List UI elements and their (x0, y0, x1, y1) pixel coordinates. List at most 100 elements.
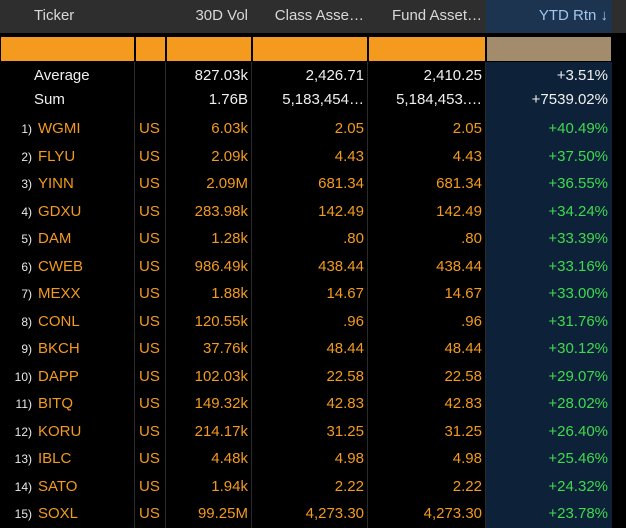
sum-cell: 5,184,453.… (396, 91, 482, 108)
country: US (139, 340, 160, 357)
country: US (139, 367, 160, 385)
value-cell: 283.98k (194, 202, 248, 220)
ytd-return: +33.00% (548, 285, 608, 302)
average-cell: Average (34, 67, 90, 84)
country: US (139, 230, 160, 247)
value-cell: .80 (343, 230, 364, 247)
country: US (139, 202, 160, 220)
ticker: DAM (38, 230, 72, 247)
value-cell: 99.25M (197, 505, 248, 522)
ytd-return: +31.76% (548, 312, 608, 330)
value-cell: 4,273.30 (423, 505, 482, 522)
country: US (139, 257, 160, 275)
average-cell: 2,426.71 (305, 67, 364, 84)
column-separator (134, 62, 135, 528)
country: US (139, 285, 160, 302)
ytd-return: +40.49% (548, 120, 608, 137)
value-cell: 4.43 (334, 147, 364, 165)
value-cell: 48.44 (444, 340, 482, 357)
value-cell: .80 (461, 230, 482, 247)
value-cell: 438.44 (318, 257, 364, 275)
value-cell: 4.98 (334, 450, 364, 467)
ytd-return: +26.40% (548, 422, 608, 440)
value-cell: 120.55k (194, 312, 248, 330)
country: US (139, 147, 160, 165)
ytd-return: +30.12% (548, 340, 608, 357)
sum-cell: Sum (34, 91, 65, 108)
ticker: FLYU (38, 147, 76, 165)
value-cell: 31.25 (326, 422, 364, 440)
country: US (139, 477, 160, 495)
average-cell: 827.03k (194, 67, 248, 84)
row-index: 5) (21, 232, 32, 246)
value-cell: 102.03k (194, 367, 248, 385)
value-cell: .96 (343, 312, 364, 330)
value-cell: 2.05 (452, 120, 482, 137)
ticker: GDXU (38, 202, 82, 220)
row-index: 9) (21, 342, 32, 356)
ticker: BITQ (38, 395, 74, 412)
row-index: 13) (14, 452, 32, 466)
country: US (139, 312, 160, 330)
value-cell: 1.94k (211, 477, 248, 495)
column-separator (165, 62, 166, 528)
column-header: 30D Vol (195, 7, 248, 24)
row-index: 15) (14, 507, 32, 521)
ticker: SOXL (38, 505, 79, 522)
ticker: CWEB (38, 257, 83, 275)
sorted-header-bg (486, 0, 612, 33)
row-index: 6) (21, 259, 32, 274)
ticker: IBLC (38, 450, 72, 467)
country: US (139, 175, 160, 192)
value-cell: 2.05 (334, 120, 364, 137)
value-cell: 438.44 (436, 257, 482, 275)
row-index: 14) (14, 479, 32, 494)
value-cell: 1.28k (211, 230, 248, 247)
value-cell: 42.83 (444, 395, 482, 412)
sum-cell: 1.76B (208, 91, 248, 108)
country: US (139, 450, 160, 467)
column-separator (367, 62, 368, 528)
value-cell: 1.88k (211, 285, 248, 302)
ticker: SATO (38, 477, 78, 495)
filter-cell (487, 37, 611, 61)
ticker: WGMI (38, 120, 81, 137)
ytd-return: +37.50% (548, 147, 608, 165)
ytd-return: +34.24% (548, 202, 608, 220)
value-cell: 142.49 (436, 202, 482, 220)
value-cell: 142.49 (318, 202, 364, 220)
row-index: 12) (14, 424, 32, 439)
ytd-return: +23.78% (548, 505, 608, 522)
column-header: YTD Rtn ↓ (538, 7, 608, 24)
country: US (139, 505, 160, 522)
country: US (139, 120, 160, 137)
value-cell: 149.32k (194, 395, 248, 412)
value-cell: 14.67 (326, 285, 364, 302)
column-separator (485, 62, 486, 528)
value-cell: 22.58 (326, 367, 364, 385)
filter-cell (253, 37, 367, 61)
country: US (139, 422, 160, 440)
value-cell: 37.76k (202, 340, 248, 357)
column-header: Class Asse… (274, 7, 364, 24)
average-cell: +3.51% (556, 67, 608, 84)
value-cell: 2.09M (206, 175, 248, 192)
row-index: 10) (14, 369, 32, 384)
value-cell: 42.83 (326, 395, 364, 412)
sum-cell: +7539.02% (531, 91, 608, 108)
column-header: Fund Asset… (391, 7, 482, 24)
row-index: 11) (15, 397, 32, 411)
value-cell: 48.44 (326, 340, 364, 357)
ticker: KORU (38, 422, 82, 440)
value-cell: 2.09k (211, 147, 248, 165)
ytd-return: +36.55% (548, 175, 608, 192)
country: US (139, 395, 160, 412)
value-cell: 4,273.30 (305, 505, 364, 522)
filter-cell (136, 37, 165, 61)
ytd-return: +29.07% (548, 367, 608, 385)
column-separator (251, 62, 252, 528)
ytd-return: +24.32% (548, 477, 608, 495)
row-index: 8) (21, 314, 32, 329)
ticker: DAPP (38, 367, 79, 385)
row-index: 2) (21, 149, 32, 164)
